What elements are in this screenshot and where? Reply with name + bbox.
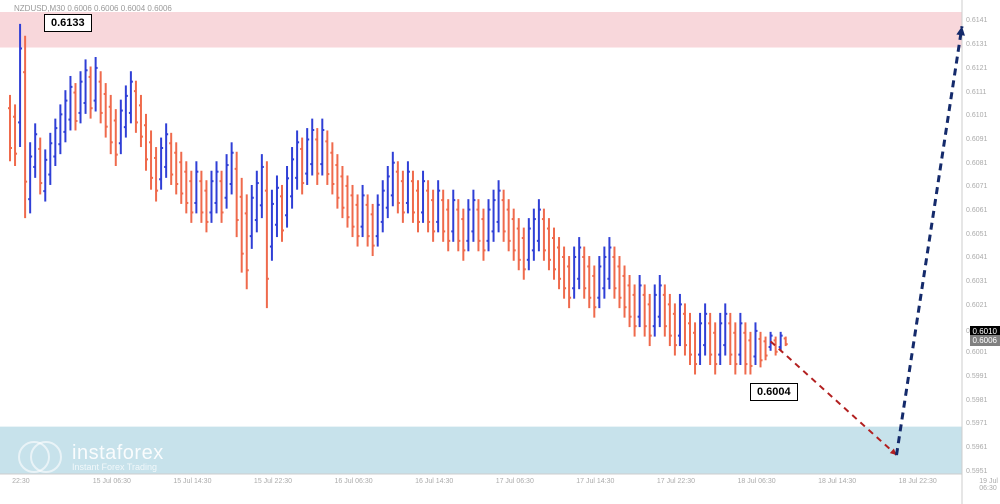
y-tick-label: 0.5981: [966, 397, 987, 404]
x-tick-label: 17 Jul 14:30: [576, 478, 614, 485]
x-tick-label: 15 Jul 22:30: [254, 478, 292, 485]
price-label-low: 0.6004: [750, 383, 798, 401]
y-tick-label: 0.6131: [966, 41, 987, 48]
y-tick-label: 0.5951: [966, 468, 987, 475]
y-tick-label: 0.6091: [966, 136, 987, 143]
current-price-tag: 0.6006: [970, 335, 1000, 346]
x-tick-label: 16 Jul 06:30: [335, 478, 373, 485]
y-tick-label: 0.6111: [966, 89, 986, 96]
y-tick-label: 0.6071: [966, 183, 987, 190]
y-tick-label: 0.5991: [966, 373, 987, 380]
y-tick-label: 0.5971: [966, 420, 987, 427]
logo-icon: [18, 434, 64, 480]
y-tick-label: 0.6061: [966, 207, 987, 214]
price-chart[interactable]: [0, 0, 1000, 504]
x-tick-label: 18 Jul 14:30: [818, 478, 856, 485]
x-tick-label: 16 Jul 14:30: [415, 478, 453, 485]
y-tick-label: 0.6141: [966, 17, 987, 24]
y-tick-label: 0.6041: [966, 254, 987, 261]
y-tick-label: 0.6021: [966, 302, 987, 309]
x-tick-label: 17 Jul 06:30: [496, 478, 534, 485]
chart-container: NZDUSD,M30 0.6006 0.6006 0.6004 0.6006 0…: [0, 0, 1000, 504]
x-tick-label: 18 Jul 22:30: [899, 478, 937, 485]
watermark-tagline: Instant Forex Trading: [72, 463, 164, 472]
y-tick-label: 0.6081: [966, 160, 987, 167]
x-tick-label: 17 Jul 22:30: [657, 478, 695, 485]
x-tick-label: 18 Jul 06:30: [737, 478, 775, 485]
y-tick-label: 0.6121: [966, 65, 987, 72]
y-tick-label: 0.6031: [966, 278, 987, 285]
y-tick-label: 0.6051: [966, 231, 987, 238]
y-tick-label: 0.6101: [966, 112, 987, 119]
watermark-logo: instaforex Instant Forex Trading: [18, 434, 164, 480]
price-label-high: 0.6133: [44, 14, 92, 32]
y-tick-label: 0.5961: [966, 444, 987, 451]
x-tick-label: 19 Jul 06:30: [979, 478, 1000, 492]
y-tick-label: 0.6001: [966, 349, 987, 356]
watermark-brand: instaforex: [72, 443, 164, 463]
x-tick-label: 15 Jul 14:30: [173, 478, 211, 485]
ohlc-readout: NZDUSD,M30 0.6006 0.6006 0.6004 0.6006: [14, 4, 172, 13]
